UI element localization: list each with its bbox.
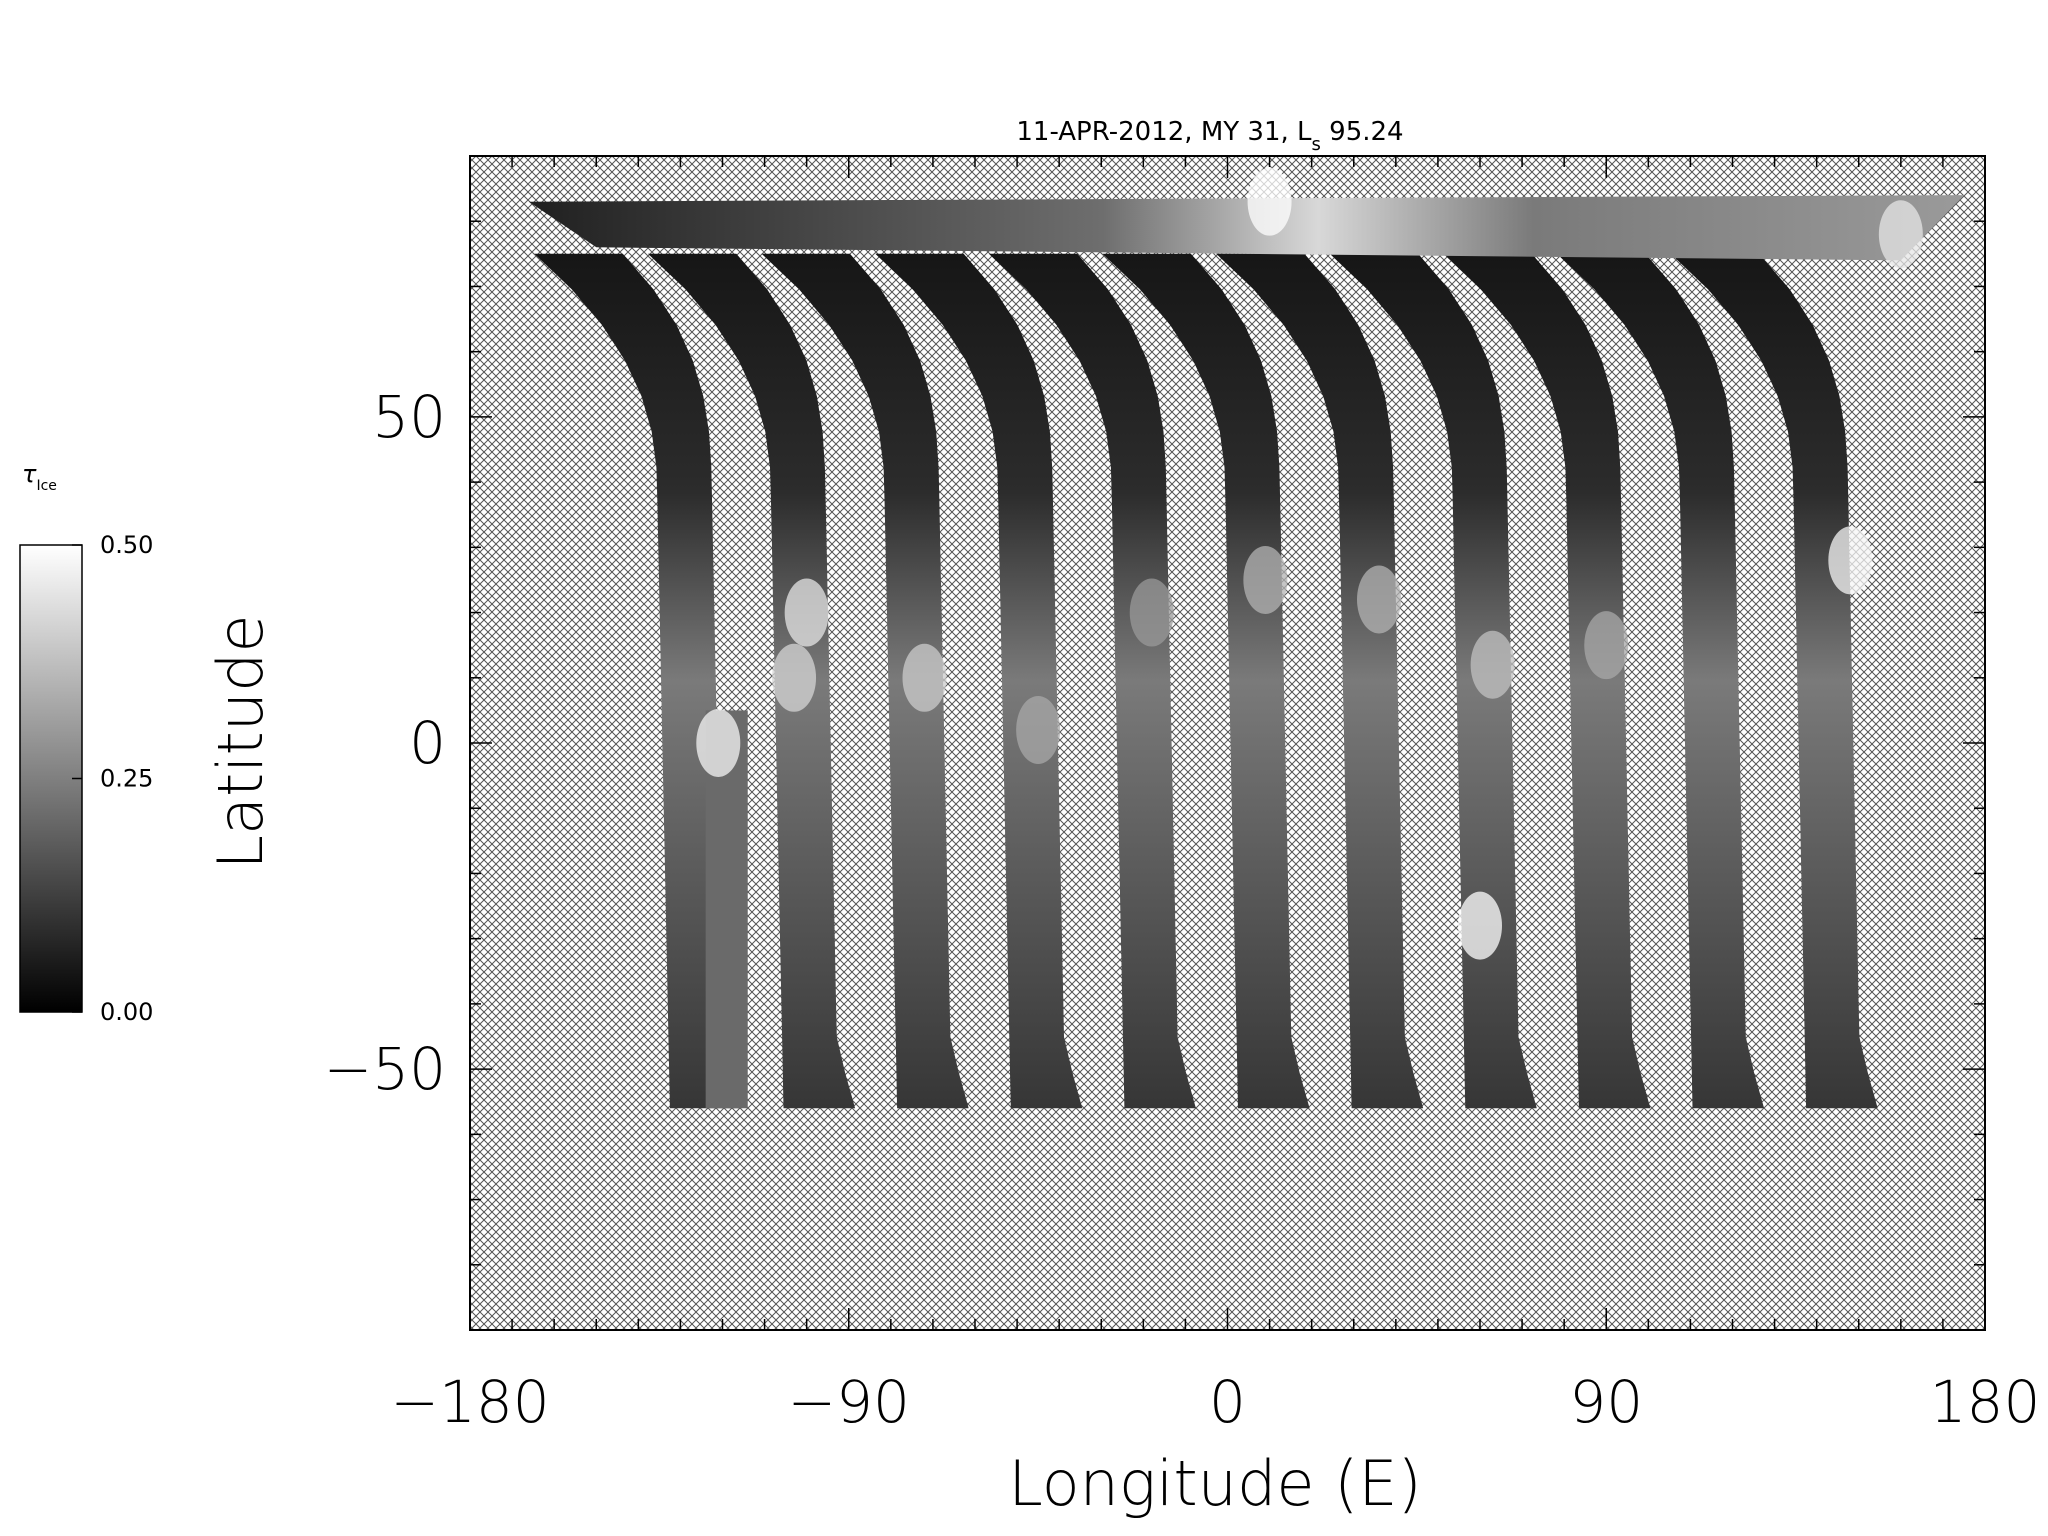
colorbar-gradient	[19, 544, 83, 1013]
bright-spot	[1458, 891, 1502, 960]
y-axis-label: Latitude	[204, 614, 277, 869]
bright-spot	[1828, 526, 1873, 595]
y-tick-labels: −50 0 50	[324, 383, 446, 1103]
ticks-layer	[469, 155, 1986, 1331]
colorbar-subscript: Ice	[36, 478, 56, 494]
colorbar-symbol: τ	[22, 460, 37, 488]
polar-band	[528, 195, 1964, 261]
chart-title: 11-APR-2012, MY 31, Ls 95.24	[1016, 117, 1403, 155]
bright-spot	[696, 709, 741, 777]
x-tick-label: 0	[1209, 1368, 1246, 1436]
chart-title-suffix: 95.24	[1321, 117, 1404, 147]
colorbar-tick-label: 0.50	[100, 531, 153, 559]
swath	[534, 253, 742, 1109]
bright-spot	[1016, 695, 1061, 764]
x-tick-label: 90	[1569, 1368, 1643, 1436]
chart-title-prefix: 11-APR-2012, MY 31, L	[1016, 117, 1312, 147]
x-tick-label: 180	[1930, 1368, 2041, 1436]
swath	[1102, 253, 1310, 1109]
data-layer	[528, 167, 1964, 1109]
plot-area	[469, 155, 1986, 1331]
bright-spot	[784, 578, 829, 647]
colorbar-tick-label: 0.25	[100, 765, 153, 793]
swath	[988, 253, 1196, 1109]
colorbar-title: τIce	[22, 460, 57, 494]
bright-spot	[1584, 611, 1629, 680]
colorbar-ticks: 0.00 0.25 0.50	[72, 531, 153, 1026]
bright-spot	[1129, 578, 1174, 647]
partial-swath	[705, 710, 748, 1109]
bright-spot	[1247, 167, 1292, 236]
swath	[761, 253, 969, 1109]
swath	[1670, 253, 1878, 1109]
y-tick-label: 0	[409, 709, 446, 777]
bright-spot	[902, 643, 947, 712]
x-tick-label: −180	[390, 1368, 549, 1436]
bright-spot	[772, 643, 817, 712]
y-tick-label: 50	[372, 383, 446, 451]
swath	[1216, 253, 1424, 1109]
colorbar: τIce 0.00 0.25 0.50	[19, 460, 153, 1026]
chart-title-subscript: s	[1312, 134, 1321, 155]
swath	[648, 253, 856, 1109]
y-tick-label: −50	[324, 1035, 446, 1103]
bright-spot	[1357, 565, 1401, 634]
swath	[1557, 253, 1765, 1109]
swath	[875, 253, 1083, 1109]
x-axis-label: Longitude (E)	[1008, 1447, 1421, 1520]
swath	[1443, 253, 1651, 1109]
bright-spot	[1878, 200, 1923, 269]
x-tick-labels: −180 −90 0 90 180	[390, 1368, 2040, 1436]
bright-spot	[1243, 545, 1288, 614]
bright-spot	[1470, 630, 1515, 699]
colorbar-tick-label: 0.00	[100, 998, 153, 1026]
x-tick-label: −90	[788, 1368, 910, 1436]
